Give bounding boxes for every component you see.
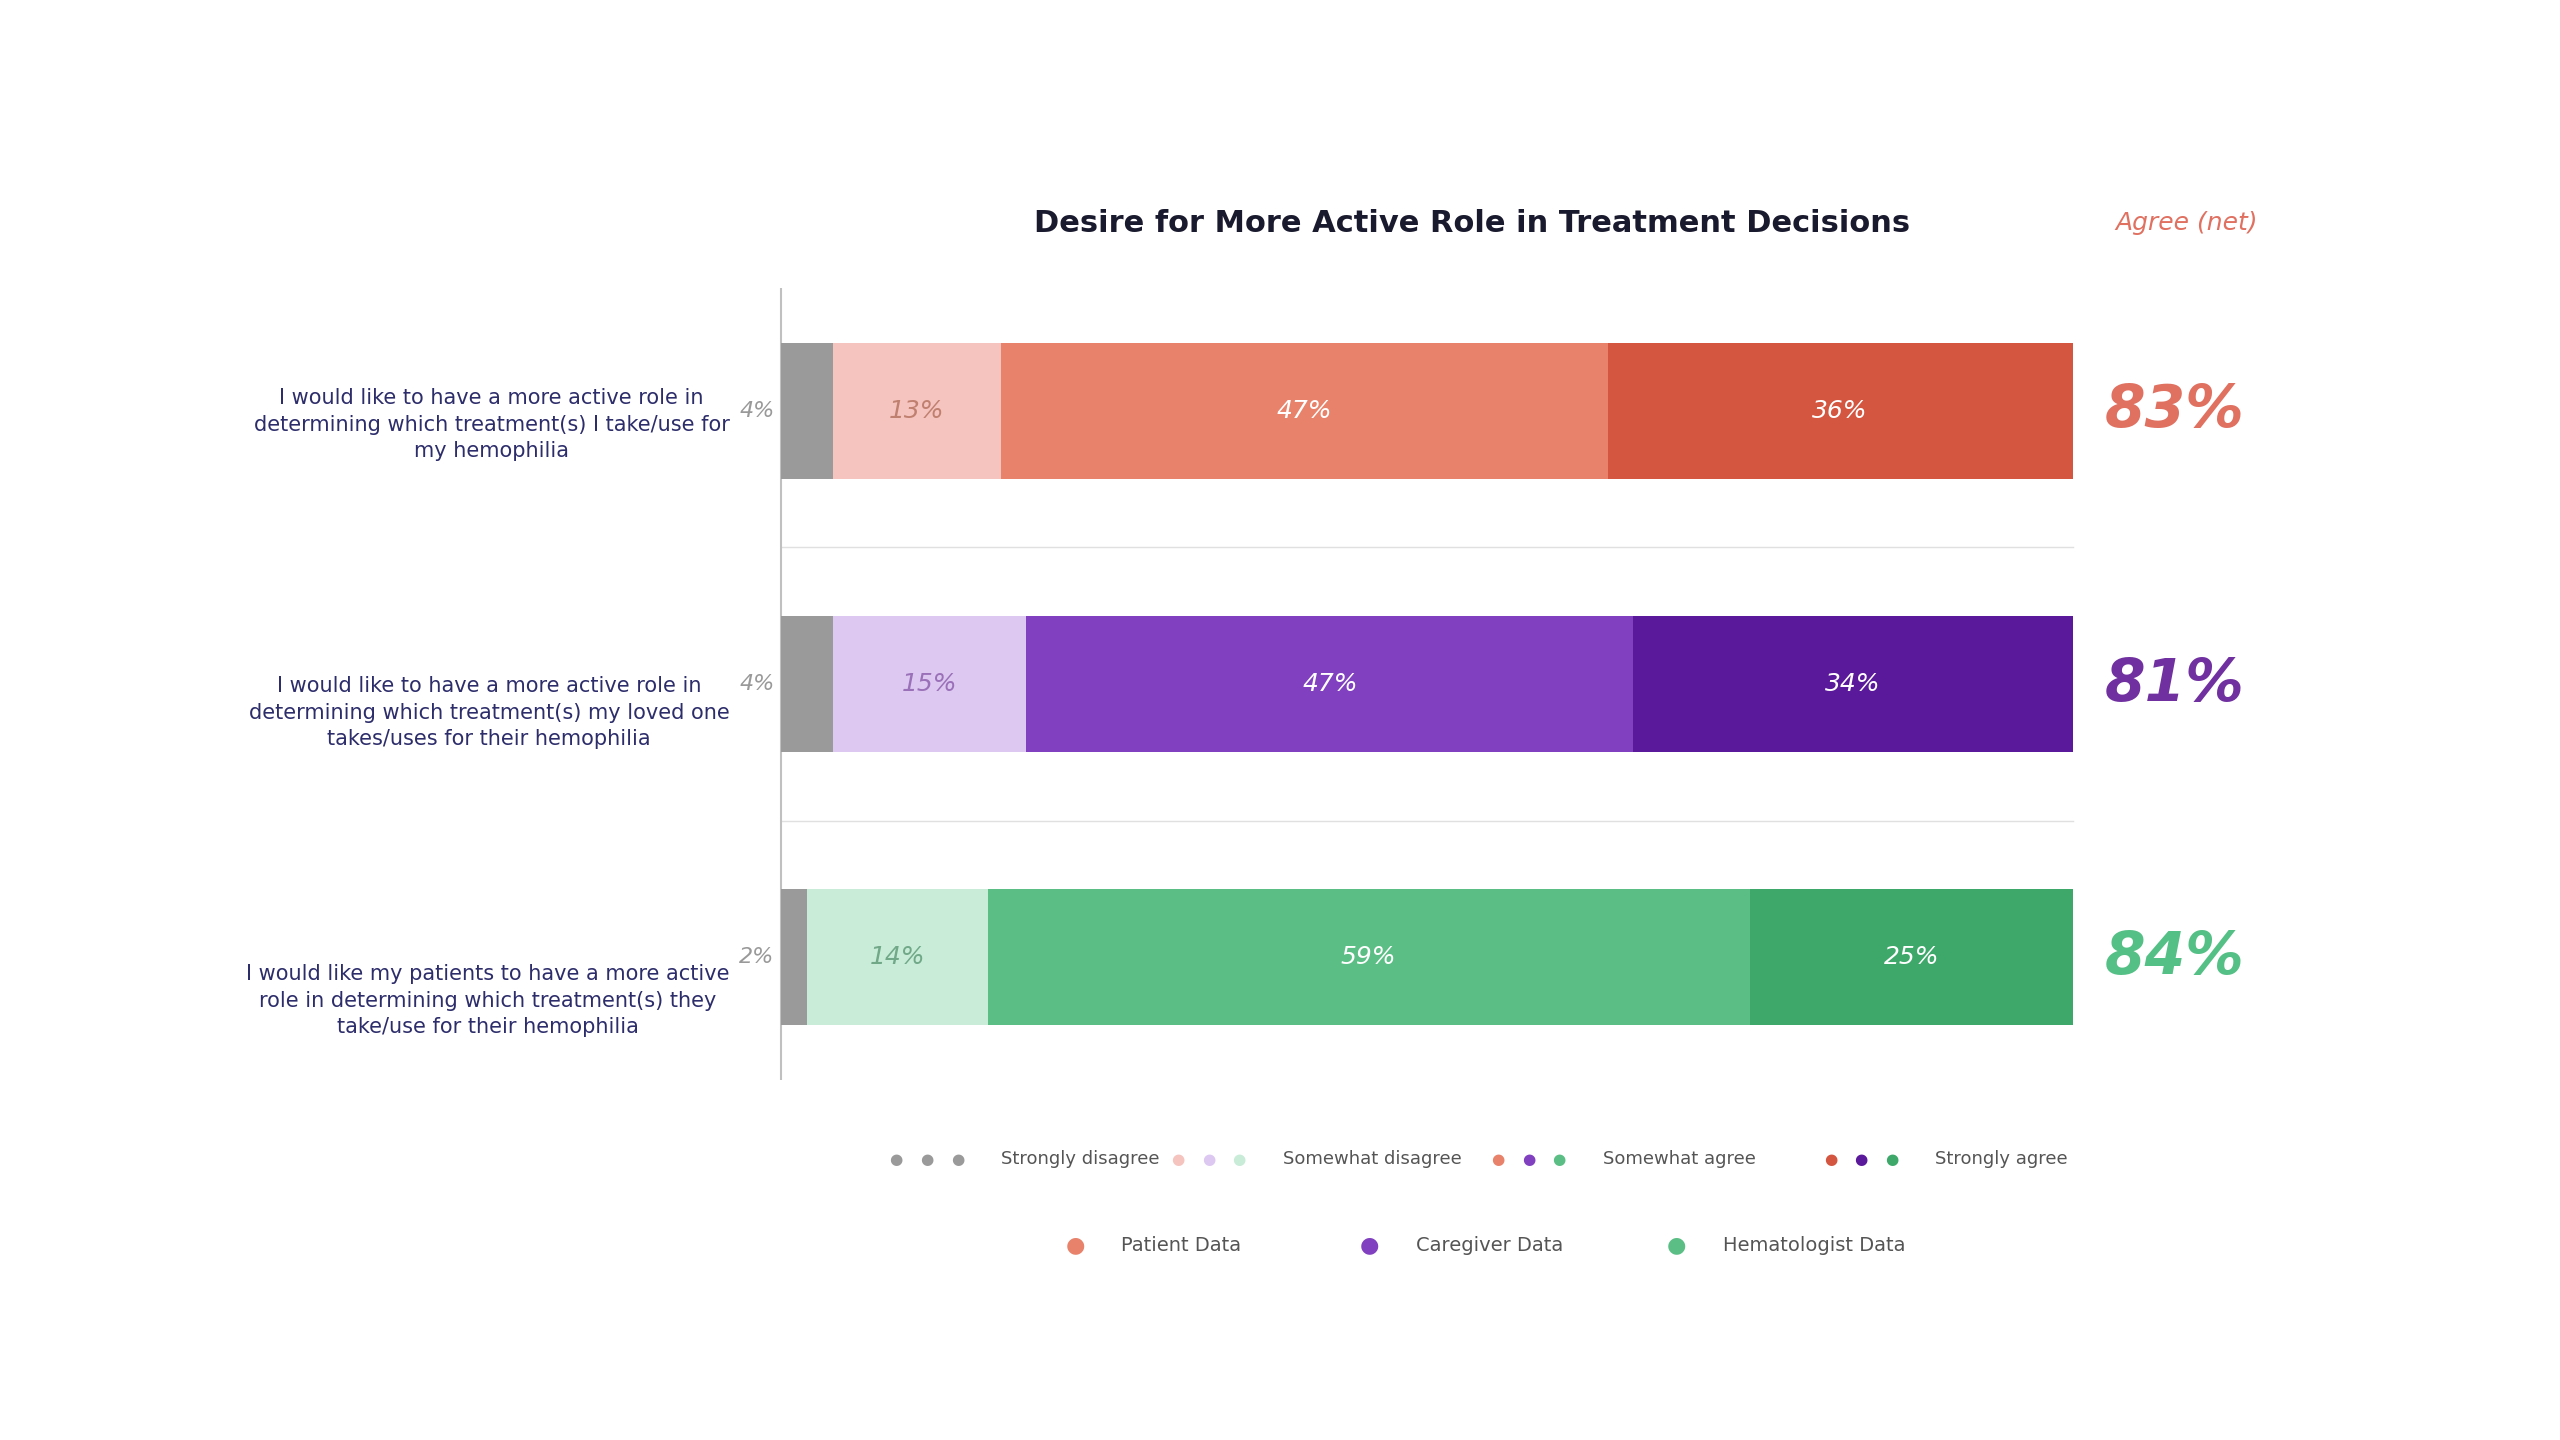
Text: 84%: 84% [2104, 929, 2245, 985]
Text: Desire for More Active Role in Treatment Decisions: Desire for More Active Role in Treatment… [1034, 209, 1910, 238]
Text: ●: ● [1667, 1236, 1687, 1256]
Bar [1748, 888, 2074, 1025]
Text: 15%: 15% [901, 672, 957, 696]
Bar [781, 888, 806, 1025]
Text: ●: ● [1884, 1152, 1900, 1166]
Bar [1001, 343, 1608, 480]
Text: 13%: 13% [888, 399, 945, 423]
Text: Strongly disagree: Strongly disagree [1001, 1151, 1160, 1168]
Bar [781, 616, 832, 752]
Text: 59%: 59% [1341, 945, 1395, 969]
Text: ●: ● [950, 1152, 965, 1166]
Text: Somewhat agree: Somewhat agree [1603, 1151, 1756, 1168]
Text: I would like to have a more active role in
determining which treatment(s) I take: I would like to have a more active role … [253, 389, 730, 461]
Bar [832, 616, 1027, 752]
Bar [806, 888, 988, 1025]
Text: ●: ● [1521, 1152, 1536, 1166]
Text: 2%: 2% [740, 948, 776, 968]
Text: ●: ● [1490, 1152, 1505, 1166]
Text: 34%: 34% [1825, 672, 1882, 696]
Text: ●: ● [919, 1152, 934, 1166]
Text: 4%: 4% [740, 674, 776, 694]
Text: ●: ● [1823, 1152, 1838, 1166]
Bar [781, 343, 832, 480]
Text: 47%: 47% [1277, 399, 1331, 423]
Text: ●: ● [1853, 1152, 1869, 1166]
Text: ●: ● [1359, 1236, 1380, 1256]
Text: Agree (net): Agree (net) [2115, 212, 2258, 235]
Text: I would like to have a more active role in
determining which treatment(s) my lov: I would like to have a more active role … [248, 677, 730, 749]
Text: Hematologist Data: Hematologist Data [1723, 1236, 1905, 1256]
Text: Caregiver Data: Caregiver Data [1416, 1236, 1564, 1256]
Text: 25%: 25% [1884, 945, 1938, 969]
Text: 47%: 47% [1303, 672, 1357, 696]
Bar [832, 343, 1001, 480]
Text: ●: ● [1551, 1152, 1567, 1166]
Text: ●: ● [1231, 1152, 1247, 1166]
Text: Strongly agree: Strongly agree [1935, 1151, 2068, 1168]
Text: Patient Data: Patient Data [1121, 1236, 1242, 1256]
Text: 36%: 36% [1812, 399, 1869, 423]
Text: 14%: 14% [870, 945, 924, 969]
Text: I would like my patients to have a more active
role in determining which treatme: I would like my patients to have a more … [246, 965, 730, 1037]
Bar [1633, 616, 2074, 752]
Text: 83%: 83% [2104, 383, 2245, 439]
Text: Somewhat disagree: Somewhat disagree [1283, 1151, 1462, 1168]
Text: ●: ● [1065, 1236, 1085, 1256]
Bar [1027, 616, 1633, 752]
Text: ●: ● [888, 1152, 904, 1166]
Text: ●: ● [1201, 1152, 1216, 1166]
Text: 4%: 4% [740, 400, 776, 420]
Bar [988, 888, 1748, 1025]
Text: 81%: 81% [2104, 655, 2245, 713]
Bar [1608, 343, 2074, 480]
Text: ●: ● [1170, 1152, 1185, 1166]
